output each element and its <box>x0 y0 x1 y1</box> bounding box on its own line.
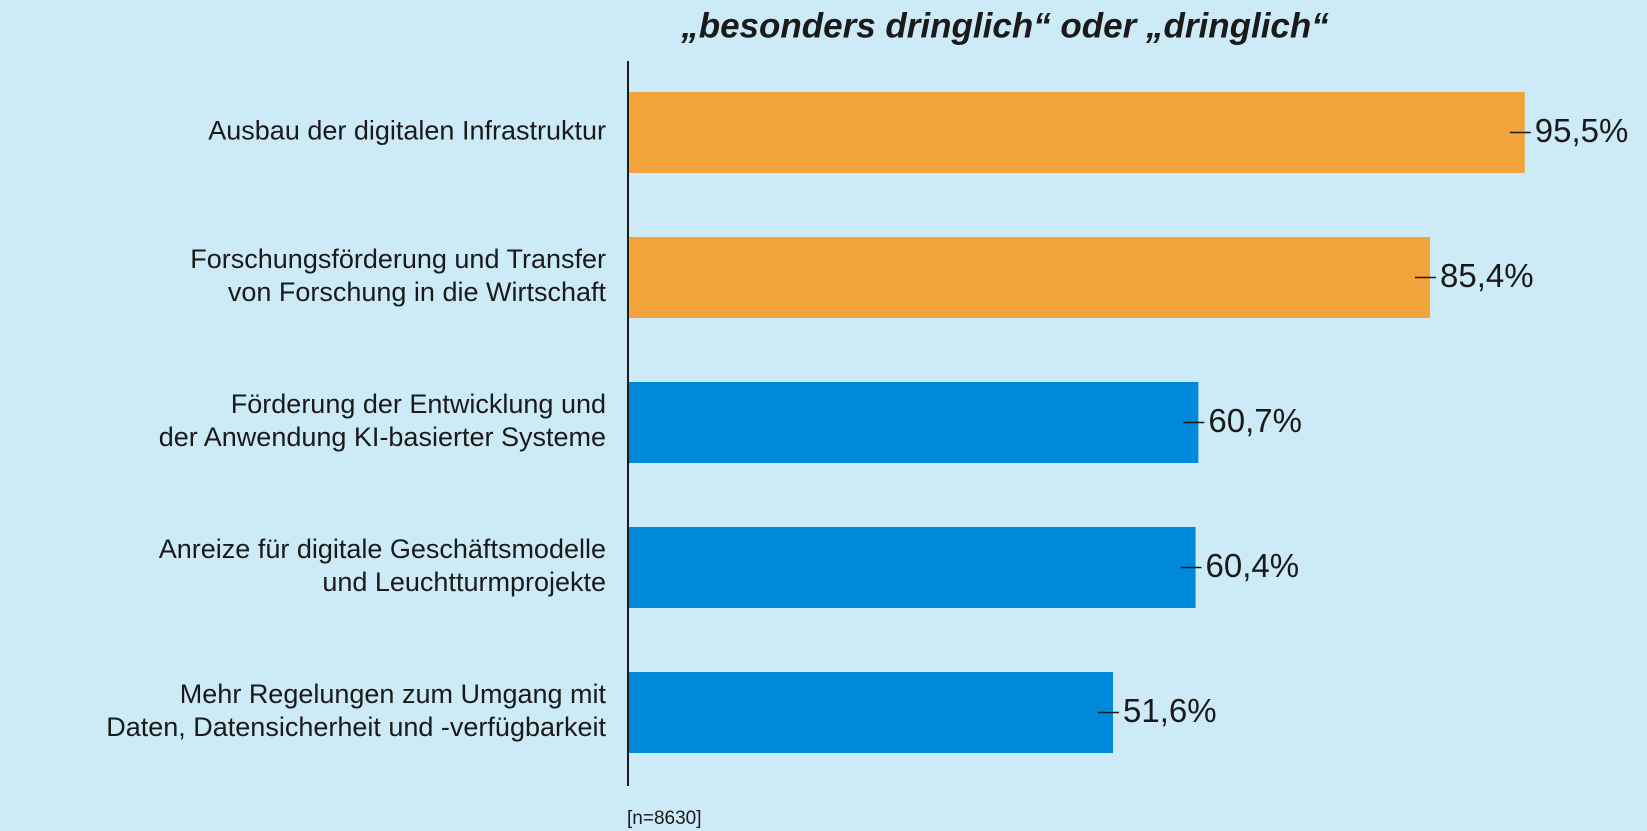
category-label: Anreize für digitale Geschäftsmodelle <box>159 534 606 564</box>
category-label: von Forschung in die Wirtschaft <box>228 277 607 307</box>
category-label: Mehr Regelungen zum Umgang mit <box>180 679 607 709</box>
value-label: 85,4% <box>1440 257 1534 294</box>
value-label: 60,4% <box>1206 547 1300 584</box>
chart-title: „besonders dringlich“ oder „dringlich“ <box>680 6 1329 45</box>
category-label: Förderung der Entwicklung und <box>231 389 606 419</box>
footnote: [n=8630] <box>627 808 702 829</box>
category-label: Daten, Datensicherheit und -verfügbarkei… <box>106 712 606 742</box>
value-label: 60,7% <box>1208 402 1302 439</box>
category-label: Forschungsförderung und Transfer <box>190 244 606 274</box>
value-label: 95,5% <box>1535 112 1629 149</box>
value-label: 51,6% <box>1123 692 1217 729</box>
category-label: der Anwendung KI-basierter Systeme <box>159 422 606 452</box>
category-label: und Leuchtturmprojekte <box>322 567 606 597</box>
bar <box>629 382 1199 463</box>
bar <box>629 92 1525 173</box>
bar <box>629 527 1196 608</box>
category-label: Ausbau der digitalen Infrastruktur <box>208 116 606 146</box>
bar <box>629 237 1431 318</box>
bar <box>629 672 1114 753</box>
